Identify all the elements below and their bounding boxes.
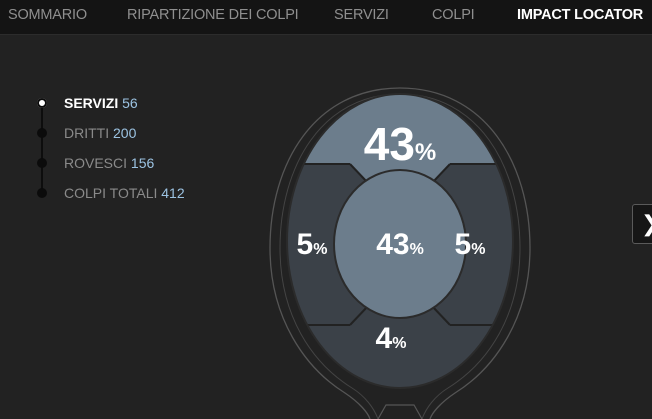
radio-dot-icon [37, 158, 47, 168]
tab-servizi[interactable]: SERVIZI [334, 7, 389, 23]
filter-count: 56 [122, 95, 138, 111]
filter-count: 156 [130, 155, 155, 171]
radio-dot-icon [37, 188, 47, 198]
zone-top-label: 43% [364, 118, 437, 170]
tab-impact-locator[interactable]: IMPACT LOCATOR [517, 7, 644, 23]
racket-frame-outer [269, 87, 531, 419]
top-navigation: SOMMARIO RIPARTIZIONE DEI COLPI SERVIZI … [0, 0, 652, 35]
filter-count: 412 [161, 185, 185, 201]
chevron-right-icon: ❯ [641, 211, 652, 237]
shot-type-filter: SERVIZI 56 DRITTI 200 ROVESCI 156 COLPI … [34, 90, 254, 210]
racket-frame-inner [279, 93, 521, 419]
filter-label: ROVESCI 156 [64, 155, 155, 171]
radio-dot-icon [37, 98, 47, 108]
radio-dot-icon [37, 128, 47, 138]
filter-connector-line [41, 102, 43, 194]
racket-impact-map: 43% 5% 43% 5% 4% [269, 87, 531, 419]
tab-sommario[interactable]: SOMMARIO [8, 7, 87, 23]
tab-ripartizione-dei-colpi[interactable]: RIPARTIZIONE DEI COLPI [127, 7, 299, 23]
filter-label: DRITTI 200 [64, 125, 137, 141]
zone-center[interactable] [333, 169, 467, 319]
next-button[interactable]: ❯ [632, 204, 652, 244]
zone-right-label: 5% [455, 228, 486, 261]
racket-throat [377, 404, 423, 419]
zone-left-label: 5% [297, 228, 328, 261]
filter-count: 200 [113, 125, 137, 141]
filter-label: COLPI TOTALI 412 [64, 185, 185, 201]
tab-colpi[interactable]: COLPI [432, 7, 475, 23]
filter-label: SERVIZI 56 [64, 95, 138, 111]
zone-center-label: 43% [376, 228, 424, 261]
zone-bottom-label: 4% [376, 322, 407, 355]
